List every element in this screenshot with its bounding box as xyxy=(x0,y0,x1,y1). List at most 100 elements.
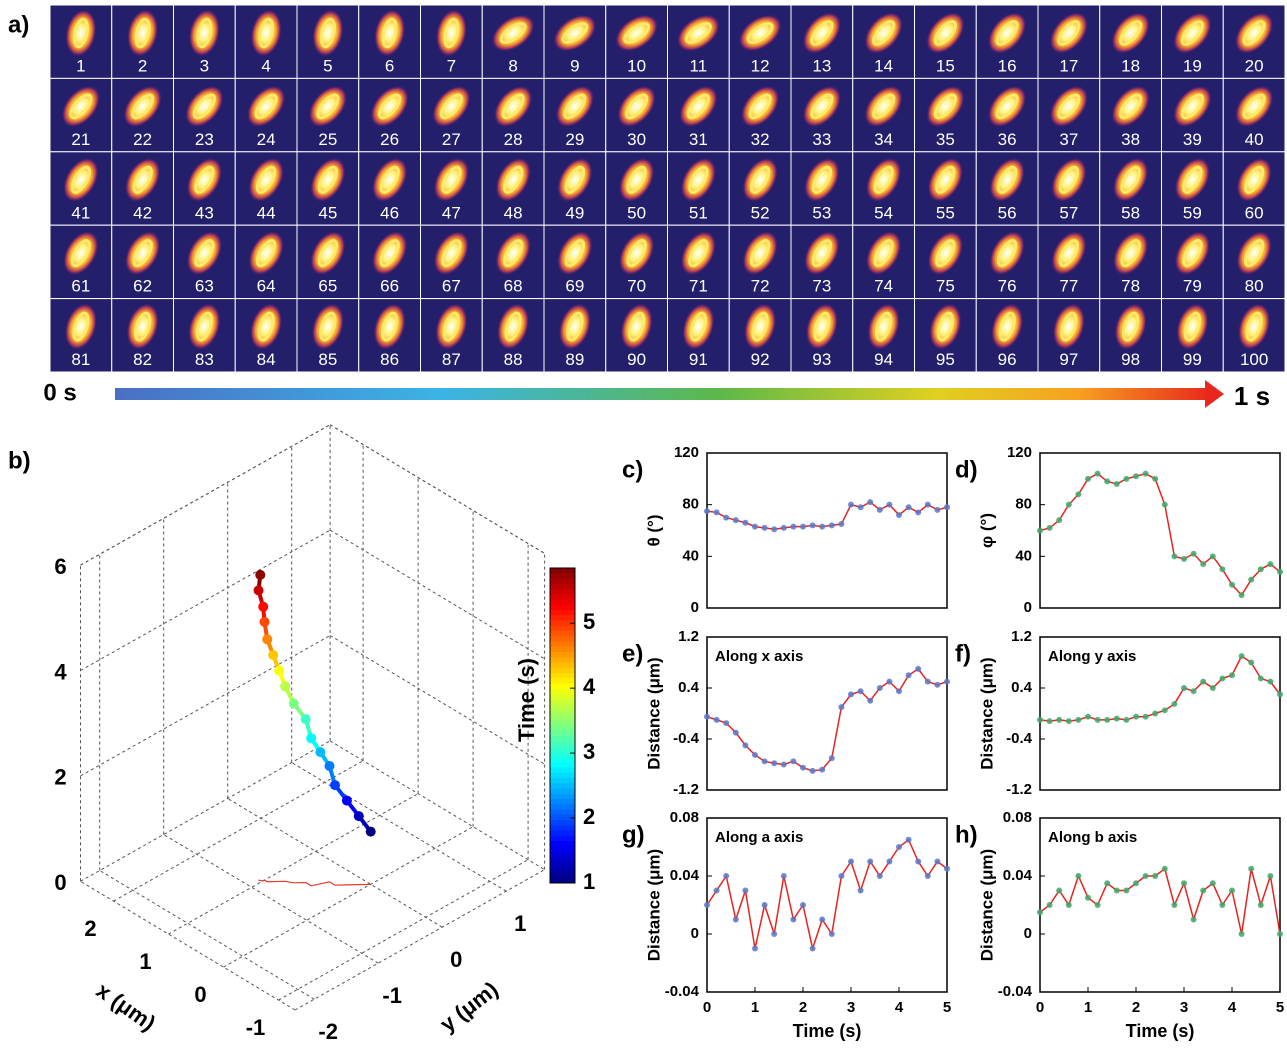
data-point xyxy=(1219,566,1226,573)
y-tick-label: 0.04 xyxy=(1003,867,1033,884)
data-point xyxy=(1113,481,1120,487)
frame-number: 13 xyxy=(812,56,831,75)
colorbar-cell xyxy=(550,641,575,648)
data-point xyxy=(934,506,941,513)
particle-glow xyxy=(250,9,282,57)
particle-glow xyxy=(188,303,221,350)
frame-number: 100 xyxy=(1240,350,1268,369)
frame-number: 57 xyxy=(1059,203,1078,222)
x-tick-label: 3 xyxy=(1180,999,1188,1016)
frame-number: 28 xyxy=(504,130,523,149)
frame-number: 27 xyxy=(442,130,461,149)
particle xyxy=(1058,239,1080,268)
particle xyxy=(1119,20,1143,46)
data-point xyxy=(1037,716,1043,723)
y-tick-label: -1 xyxy=(382,983,402,1008)
data-point xyxy=(1037,909,1043,916)
particle-glow xyxy=(744,303,777,350)
data-point xyxy=(790,523,797,530)
particle xyxy=(1243,165,1265,194)
data-point xyxy=(1229,581,1235,588)
particle xyxy=(1245,311,1263,342)
particle-glow xyxy=(374,9,406,57)
data-point xyxy=(1171,553,1178,560)
colorbar-tick-label: 2 xyxy=(583,804,595,829)
particle xyxy=(684,22,712,44)
x-tick-label: 5 xyxy=(943,999,951,1016)
colorbar-cell xyxy=(550,877,575,884)
y-tick-label: 120 xyxy=(674,444,699,461)
data-point xyxy=(704,508,710,515)
data-point xyxy=(713,887,720,894)
frame-number: 29 xyxy=(565,130,584,149)
colorbar-cell xyxy=(550,851,575,858)
data-point xyxy=(896,844,902,850)
particle xyxy=(996,165,1018,194)
frame-number: 60 xyxy=(1245,203,1264,222)
particle xyxy=(686,93,710,120)
data-point xyxy=(800,523,806,530)
particle xyxy=(625,93,649,120)
particle xyxy=(255,165,277,194)
plot-frame xyxy=(706,452,948,609)
colorbar-cell xyxy=(550,615,575,621)
frame-number: 48 xyxy=(504,203,523,222)
y-tick-label: -2 xyxy=(318,1019,338,1044)
particle-glow xyxy=(1052,303,1085,350)
particle xyxy=(501,93,525,120)
particle-glow xyxy=(64,303,97,350)
particle xyxy=(1180,20,1204,46)
particle-glow xyxy=(1114,303,1147,350)
particle xyxy=(1060,311,1078,342)
particle xyxy=(441,165,462,194)
trajectory-point xyxy=(255,569,266,580)
particle xyxy=(1183,311,1202,342)
data-point xyxy=(761,524,768,531)
colorbar-cell xyxy=(550,704,575,711)
data-point xyxy=(905,672,912,679)
particle-glow xyxy=(805,303,838,350)
particle xyxy=(194,239,215,268)
y-tick-label: 1.2 xyxy=(1011,628,1032,645)
particle-glow xyxy=(127,9,159,57)
data-point xyxy=(771,760,778,767)
data-point xyxy=(1171,700,1178,707)
annotation: Along b axis xyxy=(1048,829,1137,846)
data-point xyxy=(1257,566,1264,573)
particle xyxy=(936,311,955,342)
frame-number: 71 xyxy=(689,277,708,296)
annotation: Along x axis xyxy=(715,648,803,665)
annotation: Along y axis xyxy=(1048,648,1136,665)
frame-number: 24 xyxy=(257,130,276,149)
frame-number: 65 xyxy=(318,277,337,296)
frame-number: 59 xyxy=(1183,203,1202,222)
data-point xyxy=(1123,475,1130,482)
data-point xyxy=(915,509,922,516)
y-tick-label: 0 xyxy=(691,599,699,616)
data-point xyxy=(742,887,749,894)
x-tick-label: 2 xyxy=(84,916,96,941)
data-point xyxy=(1094,902,1101,908)
data-point xyxy=(924,501,931,508)
particle xyxy=(935,165,956,194)
frame-number: 69 xyxy=(565,277,584,296)
data-point xyxy=(1152,873,1159,879)
colorbar-cell xyxy=(550,725,575,732)
data-point xyxy=(1056,517,1063,524)
colorbar-cell xyxy=(550,578,575,585)
particle xyxy=(998,311,1016,342)
particle xyxy=(1057,20,1081,46)
data-point xyxy=(896,688,902,695)
particle xyxy=(751,311,769,342)
y-axis-label: Distance (μm) xyxy=(644,657,663,769)
colorbar-cell xyxy=(550,820,575,826)
trajectory-point xyxy=(365,826,376,837)
particle xyxy=(811,239,833,268)
data-point xyxy=(1277,568,1283,575)
frame-number: 82 xyxy=(133,350,152,369)
trajectory-point xyxy=(324,760,335,771)
frame-number: 68 xyxy=(504,277,523,296)
data-point xyxy=(1219,675,1226,682)
